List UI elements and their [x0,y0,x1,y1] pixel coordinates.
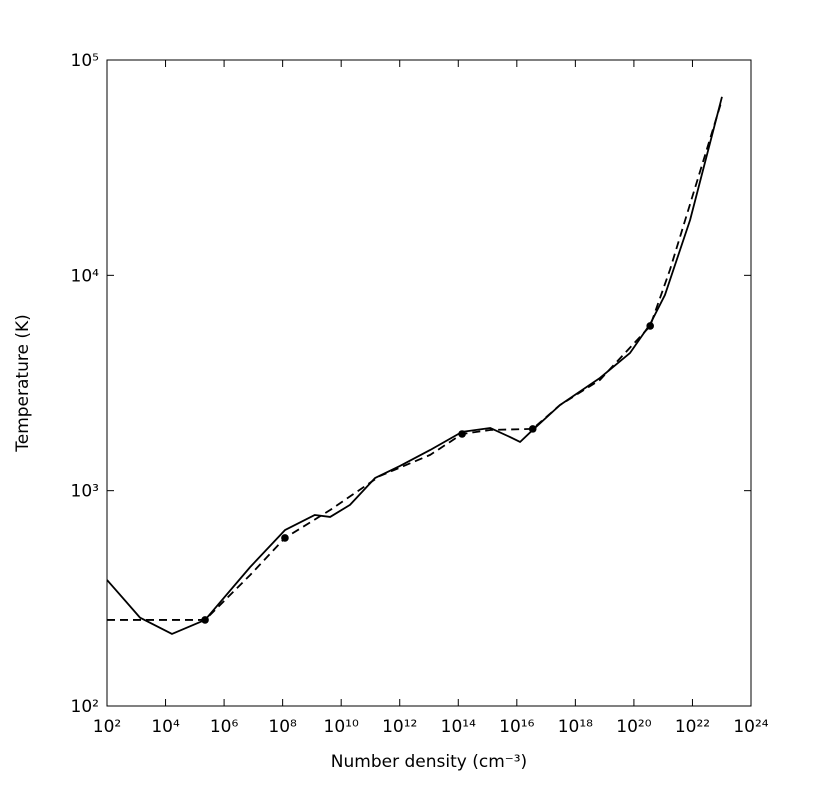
data-point [201,616,209,624]
x-axis-label: Number density (cm⁻³) [331,752,527,772]
x-tick-label: 10¹⁶ [499,717,534,737]
x-tick-label: 10¹² [382,717,417,737]
data-line [107,99,723,621]
x-tick-label: 10⁴ [151,717,180,737]
x-tick-label: 10²² [675,717,710,737]
data-point [646,322,654,330]
x-tick-label: 10²⁰ [616,717,651,737]
x-tick-label: 10⁶ [210,717,239,737]
y-tick-label: 10² [71,697,99,717]
data-point [458,430,466,438]
y-axis-label: Temperature (K) [13,314,33,453]
x-tick-label: 10² [93,717,121,737]
plot-frame [106,59,752,707]
x-tick-label: 10¹⁴ [441,717,476,737]
x-tick-label: 10⁸ [268,717,297,737]
y-tick-label: 10³ [71,482,99,502]
data-point [528,425,537,433]
y-tick-label: 10⁵ [71,51,99,71]
x-tick-label: 10¹⁸ [558,717,593,737]
data-line [106,96,723,635]
x-tick-label: 10²⁴ [733,717,768,737]
data-point [281,534,289,542]
x-tick-label: 10¹⁰ [324,717,359,737]
y-tick-label: 10⁴ [71,266,100,286]
